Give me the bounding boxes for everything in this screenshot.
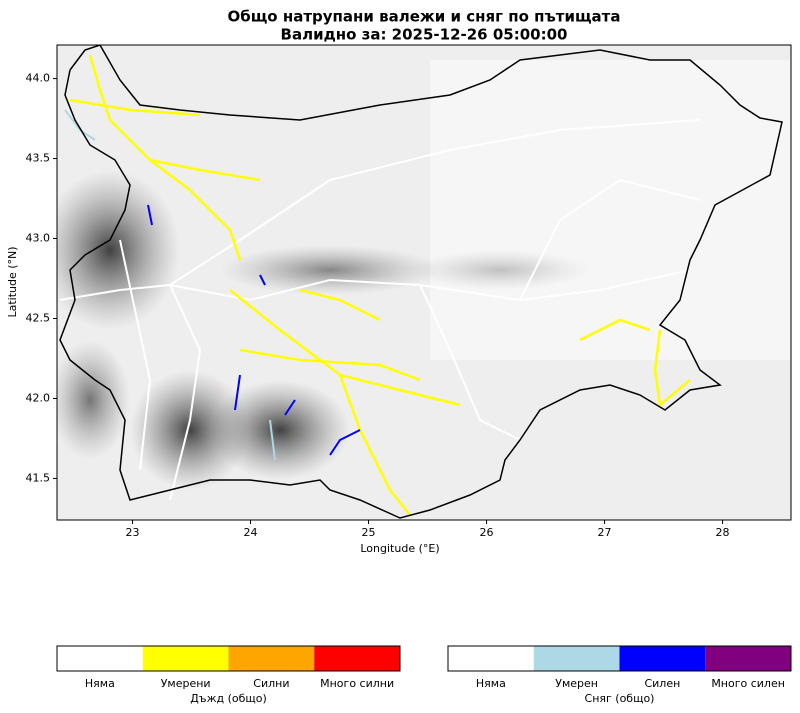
road	[59, 269, 691, 302]
y-tick-label: 43.0	[26, 232, 51, 245]
road	[519, 178, 701, 301]
colorbar-label: Няма	[85, 677, 115, 690]
colorbar-segment	[705, 646, 791, 671]
x-tick-label: 24	[244, 526, 258, 539]
road	[234, 374, 241, 411]
road	[169, 119, 701, 286]
road	[239, 348, 421, 382]
title: Общо натрупани валежи и сняг по пътищата	[228, 8, 621, 26]
axes-frame	[56, 44, 792, 521]
roads-snow	[64, 109, 361, 461]
subtitle: Валидно за: 2025-12-26 05:00:00	[281, 26, 568, 44]
terrain	[57, 340, 130, 460]
road	[299, 288, 381, 322]
colorbar-label: Умерени	[161, 677, 211, 690]
y-tick-label: 42.5	[26, 311, 51, 324]
colorbar-label: Силен	[644, 677, 680, 690]
road	[419, 284, 521, 441]
terrain	[430, 60, 790, 360]
colorbar-label: Умерен	[555, 677, 598, 690]
y-axis-label: Latitude (°N)	[6, 246, 19, 317]
road	[653, 329, 691, 408]
road	[147, 204, 153, 226]
terrain	[210, 380, 350, 480]
map-area	[57, 45, 791, 520]
terrain	[57, 170, 180, 330]
x-axis-label: Longitude (°E)	[360, 542, 439, 555]
y-tick-label: 44.0	[26, 72, 51, 85]
colorbar-frame	[56, 645, 401, 672]
border	[59, 45, 783, 519]
colorbar-segment	[448, 646, 534, 671]
road	[329, 429, 361, 456]
road	[169, 284, 202, 501]
colorbar-frame	[447, 645, 792, 672]
colorbar-title: Сняг (общо)	[585, 692, 655, 705]
road	[259, 274, 266, 286]
x-tick-label: 25	[362, 526, 376, 539]
x-tick-label: 26	[480, 526, 494, 539]
colorbar-segment	[228, 646, 315, 671]
x-tick-label: 28	[716, 526, 730, 539]
x-tick-label: 27	[598, 526, 612, 539]
colorbar-segment	[619, 646, 706, 671]
terrain	[130, 370, 250, 490]
colorbar-segment	[142, 646, 229, 671]
colorbar-label: Много силен	[711, 677, 785, 690]
colorbar-segment	[533, 646, 620, 671]
road	[284, 399, 296, 416]
road	[119, 239, 152, 471]
roads	[59, 119, 701, 501]
y-tick-label: 42.0	[26, 391, 51, 404]
road	[338, 374, 411, 516]
colorbar-segment	[57, 646, 143, 671]
terrain	[410, 250, 590, 290]
road	[149, 158, 261, 182]
roads-rain	[69, 54, 691, 516]
colorbar-label: Няма	[476, 677, 506, 690]
colorbar-label: Силни	[253, 677, 289, 690]
y-tick-label: 41.5	[26, 471, 51, 484]
colorbar-label: Много силни	[320, 677, 394, 690]
x-tick-label: 23	[126, 526, 140, 539]
road	[579, 318, 651, 342]
y-tick-label: 43.5	[26, 152, 51, 165]
road	[69, 98, 201, 117]
colorbar-segment	[314, 646, 400, 671]
road	[269, 419, 276, 461]
terrain	[220, 245, 440, 295]
road	[64, 109, 96, 141]
colorbar-title: Дъжд (общо)	[190, 692, 267, 705]
